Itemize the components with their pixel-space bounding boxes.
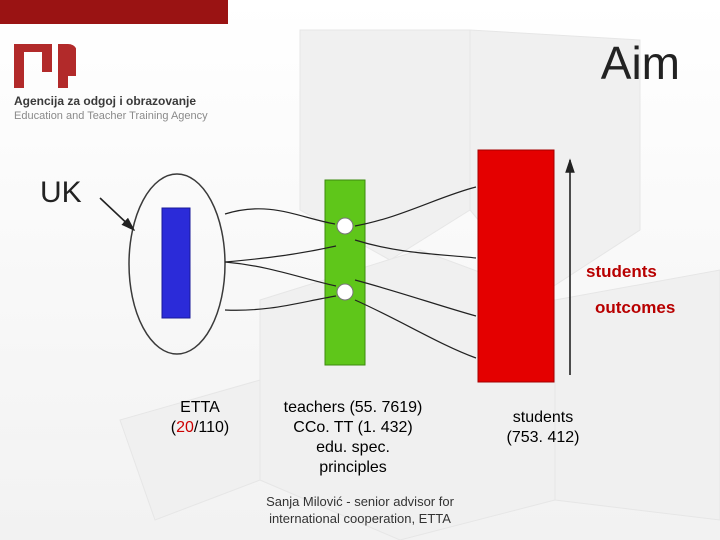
node-circle-top xyxy=(337,218,353,234)
uk-arrow xyxy=(100,198,134,230)
etta-line1: ETTA xyxy=(180,399,220,416)
bar-blue xyxy=(162,208,190,318)
bar-red xyxy=(478,150,554,382)
etta-caption: ETTA (20/110) xyxy=(140,398,260,438)
node-circle-bottom xyxy=(337,284,353,300)
students-caption: students (753. 412) xyxy=(478,408,608,448)
footer-author: Sanja Milović - senior advisor for inter… xyxy=(210,494,510,528)
bar-green xyxy=(325,180,365,365)
etta-highlight: 20 xyxy=(176,419,194,436)
etta-suffix: /110) xyxy=(194,419,229,436)
teachers-caption: teachers (55. 7619) CCo. TT (1. 432) edu… xyxy=(263,398,443,478)
